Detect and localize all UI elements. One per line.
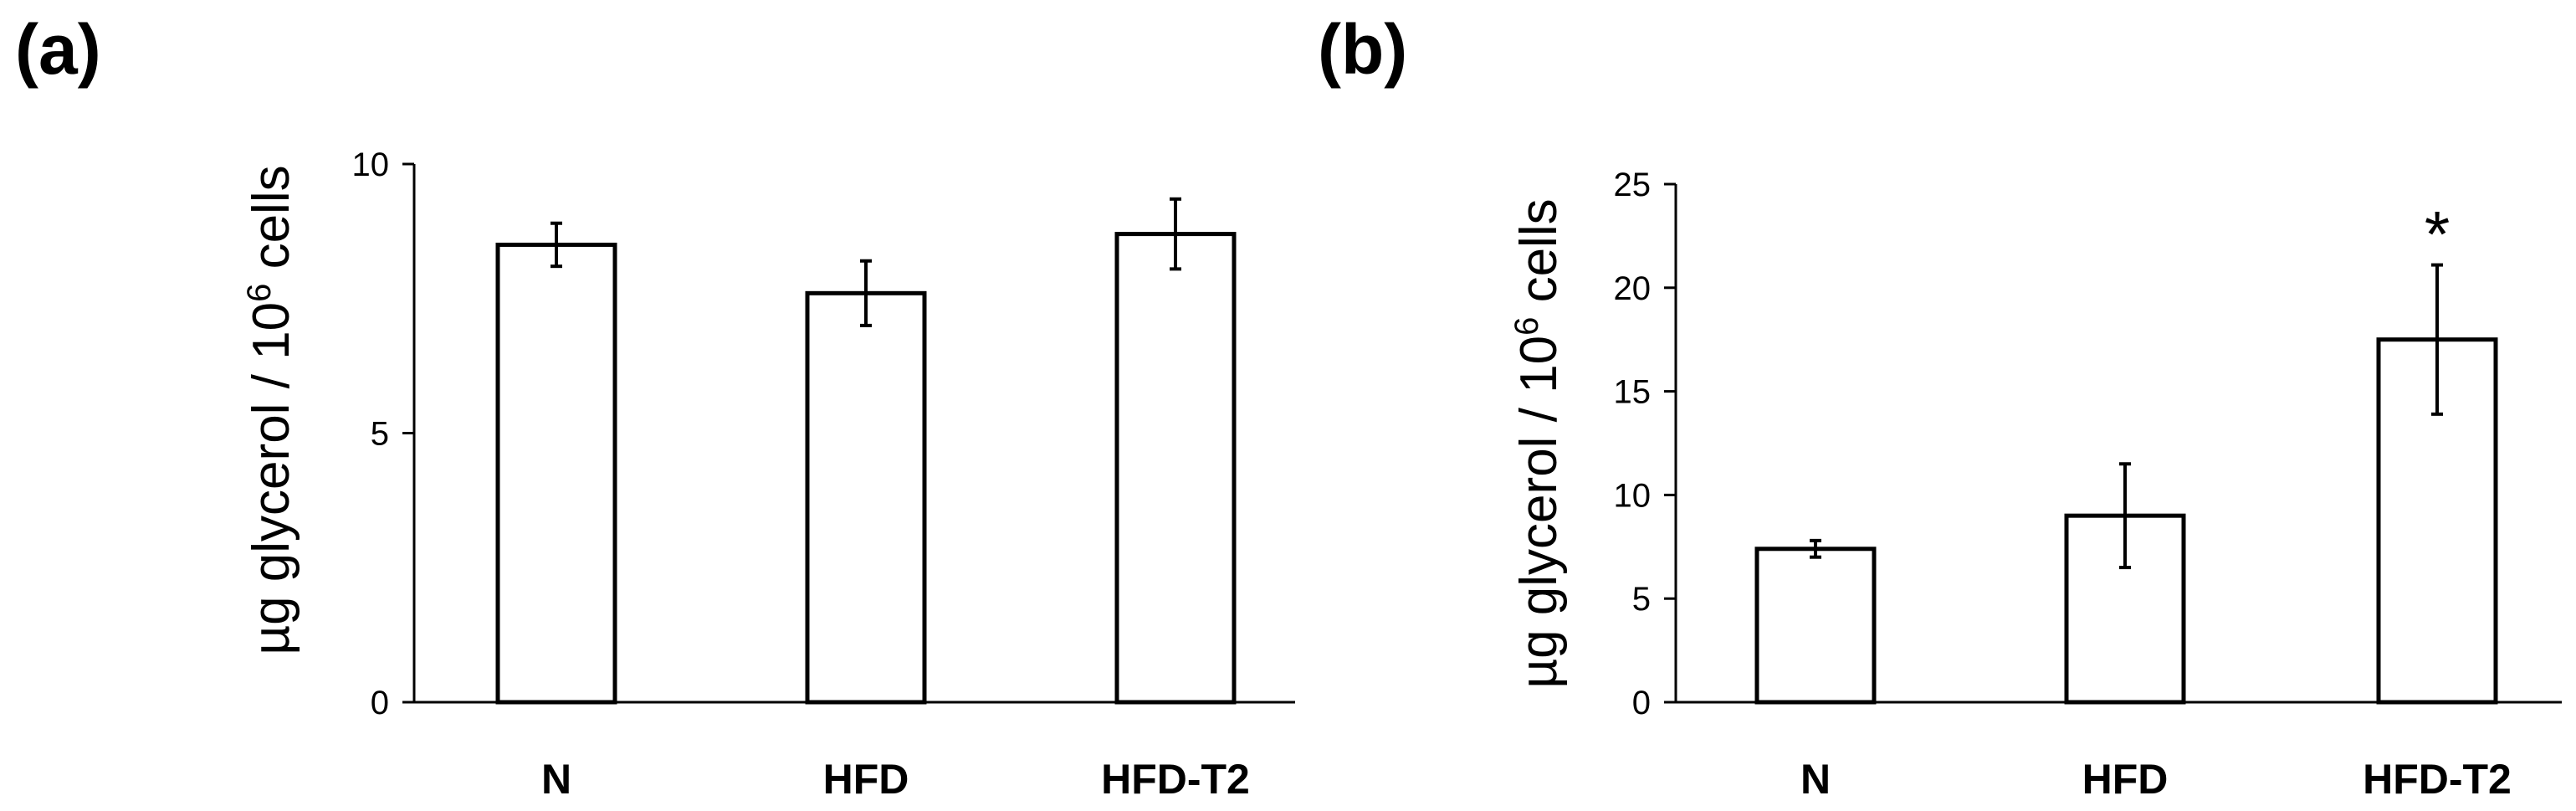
category-label: N <box>1800 756 1831 803</box>
y-tick-label: 5 <box>1632 581 1651 618</box>
chart-panel-0: (a) 0 5 10 µg glycerol / 106 cells N HFD HFD-T2 <box>15 10 1295 803</box>
error-bar <box>2431 263 2443 416</box>
y-tick-label: 20 <box>1614 270 1652 307</box>
category-label: HFD <box>2082 756 2169 803</box>
category-label: HFD-T2 <box>2363 756 2512 803</box>
y-tick-label: 25 <box>1614 167 1652 203</box>
error-bar <box>860 259 872 327</box>
y-tick-label: 0 <box>1632 685 1651 721</box>
error-bar <box>1170 197 1181 271</box>
bar-hfd-t2 <box>1114 232 1237 705</box>
y-axis-title: µg glycerol / 106 cells <box>241 165 300 654</box>
y-axis-title: µg glycerol / 106 cells <box>1508 198 1568 688</box>
bar-hfd <box>805 290 927 705</box>
bar-n <box>1754 547 1877 705</box>
error-bar <box>1810 538 1821 559</box>
y-tick-label: 0 <box>371 685 389 721</box>
panel-label: (b) <box>1318 10 1407 89</box>
y-tick-label: 10 <box>1614 477 1652 514</box>
y-tick-label: 10 <box>352 146 390 183</box>
category-label: HFD <box>823 756 909 803</box>
category-label: N <box>541 756 571 803</box>
error-bar <box>2119 462 2131 570</box>
significance-marker: * <box>2425 198 2450 271</box>
category-label: HFD-T2 <box>1101 756 1250 803</box>
y-tick-label: 5 <box>371 416 389 453</box>
error-bar <box>551 221 562 269</box>
panel-label: (a) <box>15 10 101 89</box>
chart-panel-1: (b) 0 5 10 15 20 25 µg glycerol / 106 cells N HFD… <box>1318 10 2562 803</box>
y-tick-label: 15 <box>1614 374 1652 411</box>
bar-n <box>495 242 617 705</box>
